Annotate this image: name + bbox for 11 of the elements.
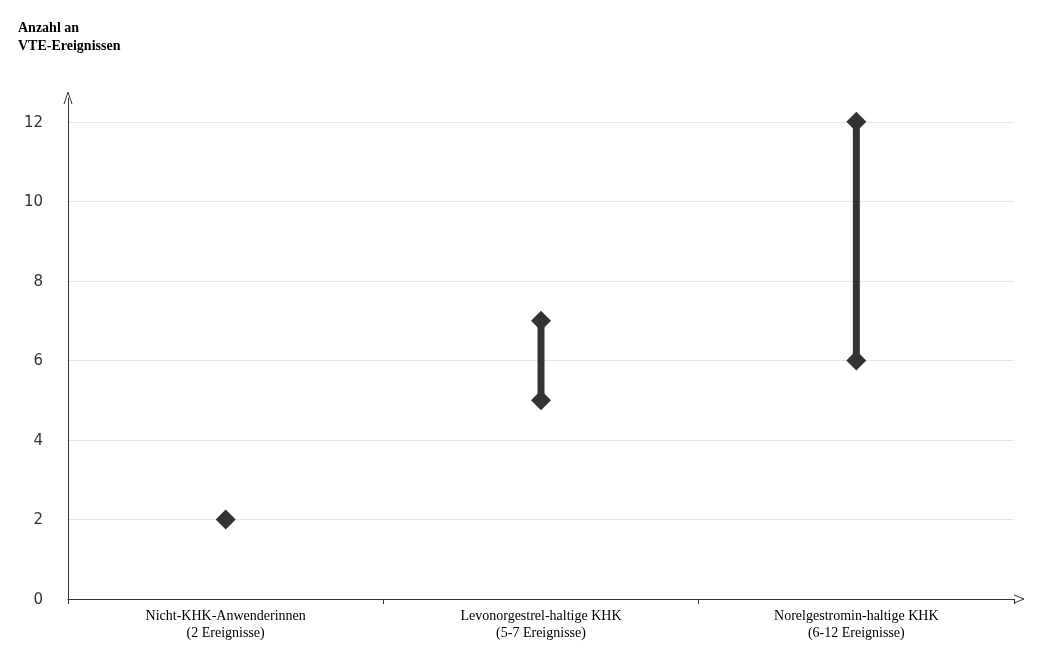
x-tick-label: Nicht-KHK-Anwenderinnen (2 Ereignisse): [145, 608, 306, 641]
y-tick-label: 4: [33, 430, 43, 449]
y-tick-label: 10: [23, 192, 43, 211]
y-tick-label: 6: [33, 351, 43, 370]
y-axis-title: Anzahl an VTE-Ereignissen: [18, 19, 121, 53]
y-tick-label: 0: [33, 590, 43, 608]
x-tick-label: Norelgestromin-haltige KHK (6-12 Ereignisse): [774, 608, 939, 641]
y-tick-label: 12: [23, 112, 43, 131]
x-tick-label: Levonorgestrel-haltige KHK (5-7 Ereignisse): [460, 608, 622, 641]
y-tick-label: 2: [33, 510, 43, 529]
y-tick-label: 8: [33, 271, 43, 290]
